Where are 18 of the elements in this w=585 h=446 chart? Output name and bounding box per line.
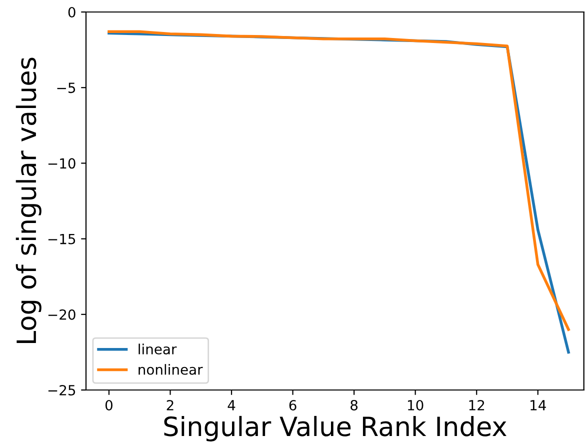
x-axis-title: Singular Value Rank Index [164, 416, 506, 442]
y-tick-label: 0 [68, 6, 76, 18]
y-axis-title: Log of singular values [16, 58, 42, 344]
x-tick-label: 12 [469, 400, 484, 410]
y-tick-label: −10 [48, 158, 76, 169]
y-tick-label: −15 [48, 234, 76, 244]
x-tick-label: 10 [408, 400, 424, 410]
y-tick-label: −5 [57, 82, 76, 94]
legend-label: nonlinear [138, 364, 203, 375]
x-tick-label: 6 [289, 400, 296, 410]
x-tick-label: 0 [105, 400, 112, 410]
y-tick-label: −20 [48, 309, 76, 320]
x-tick-label: 14 [530, 400, 546, 410]
x-tick-label: 8 [350, 400, 358, 410]
y-tick-label: −25 [48, 384, 76, 396]
x-tick-label: 2 [166, 400, 174, 410]
legend-label: linear [138, 344, 177, 354]
x-tick-label: 4 [228, 400, 236, 410]
